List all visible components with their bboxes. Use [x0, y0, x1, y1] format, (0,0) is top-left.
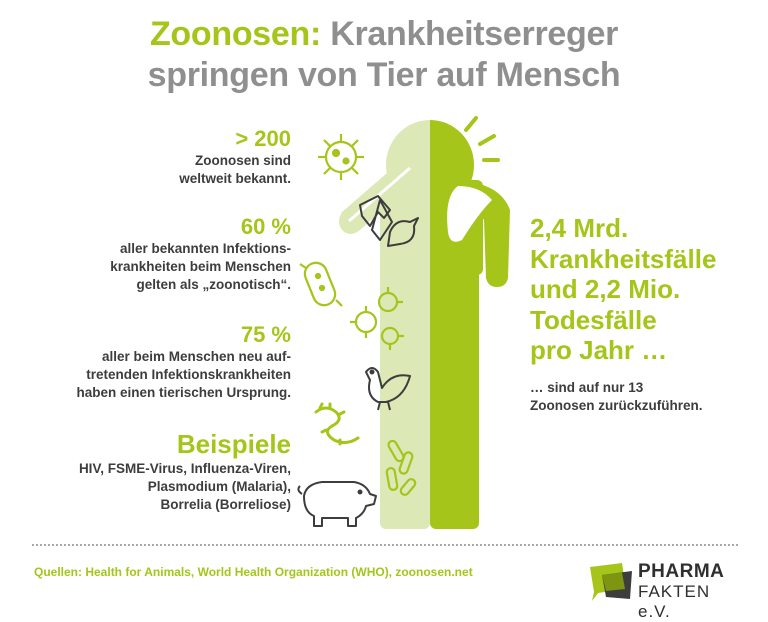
raised-arm	[447, 186, 492, 242]
headline-line: 2,4 Mrd.	[530, 213, 629, 243]
pharma-fakten-logo: PHARMA FAKTEN e.V.	[588, 559, 748, 621]
stat-text-line: Zoonosen sind	[195, 153, 291, 168]
headline-line: Todesfälle	[530, 304, 657, 335]
human-right-half	[430, 120, 510, 529]
stat-text-line: aller bekannten Infektions-	[119, 241, 291, 256]
logo-line2: FAKTEN e.V.	[638, 582, 711, 621]
stat-text-line: aller beim Menschen neu auf-	[101, 349, 291, 364]
disease-burden-headline: 2,4 Mrd. Krankheitsfälle und 2,2 Mio. To…	[530, 213, 716, 366]
sources-text: Quellen: Health for Animals, World Healt…	[34, 565, 473, 579]
human-left-half	[339, 120, 430, 529]
examples-heading: Beispiele	[176, 429, 291, 459]
stat-text-line: krankheiten beim Menschen	[110, 259, 291, 274]
stat-text-line: weltweit bekannt.	[179, 171, 291, 186]
stat-number: 75 %	[240, 322, 291, 347]
sneeze-icon	[464, 116, 500, 162]
stat-zoonotic-share: 60 % aller bekannten Infektions- krankhe…	[110, 214, 291, 294]
bacteria-group-icon	[385, 439, 417, 496]
page-title: Zoonosen: Krankheitserreger springen von…	[0, 14, 768, 96]
examples-line: Plasmodium (Malaria),	[147, 479, 291, 494]
logo-line1: PHARMA	[638, 561, 725, 582]
title-line1: Krankheitserreger	[330, 15, 619, 53]
logo-mark-icon	[590, 563, 632, 601]
virus-icon	[318, 134, 364, 180]
bat-icon	[359, 195, 393, 241]
virus-cluster-icon	[350, 287, 404, 350]
examples-line: Borrelia (Borreliose)	[160, 497, 291, 512]
stat-zoonoses-count: > 200 Zoonosen sind weltweit bekannt.	[179, 126, 291, 188]
headline-line: Krankheitsfälle	[530, 243, 717, 274]
stat-text-line: haben einen tierischen Ursprung.	[76, 385, 291, 400]
stat-number: 60 %	[240, 214, 291, 239]
title-accent: Zoonosen:	[149, 15, 322, 53]
stat-text: aller beim Menschen neu auf- tretenden I…	[76, 348, 291, 402]
headline-line: und 2,2 Mio.	[530, 274, 681, 304]
examples-text: HIV, FSME-Virus, Influenza-Viren, Plasmo…	[79, 460, 291, 514]
stat-text: Zoonosen sind weltweit bekannt.	[179, 152, 291, 188]
note-line: Zoonosen zurückzuführen.	[530, 398, 703, 413]
headline-line: pro Jahr …	[530, 335, 668, 365]
examples-block: Beispiele HIV, FSME-Virus, Influenza-Vir…	[79, 428, 291, 514]
stat-text-line: gelten als „zoonotisch“.	[136, 277, 291, 292]
note-line: … sind auf nur 13	[530, 380, 644, 395]
examples-line: HIV, FSME-Virus, Influenza-Viren,	[78, 461, 291, 476]
stat-text-line: tretenden Infektionskrankheiten	[86, 367, 291, 382]
stat-text: aller bekannten Infektions- krankheiten …	[110, 240, 291, 294]
pig-icon	[297, 481, 377, 527]
bacterium-icon	[299, 261, 343, 307]
disease-burden-note: … sind auf nur 13 Zoonosen zurückzuführe…	[530, 379, 703, 415]
footer-divider	[32, 544, 738, 546]
worm-icon	[314, 402, 360, 446]
stat-number: > 200	[235, 126, 291, 151]
stat-animal-origin: 75 % aller beim Menschen neu auf- treten…	[76, 322, 291, 402]
chicken-icon	[365, 367, 411, 411]
title-line2: springen von Tier auf Mensch	[147, 56, 621, 94]
bird-icon	[387, 217, 419, 247]
